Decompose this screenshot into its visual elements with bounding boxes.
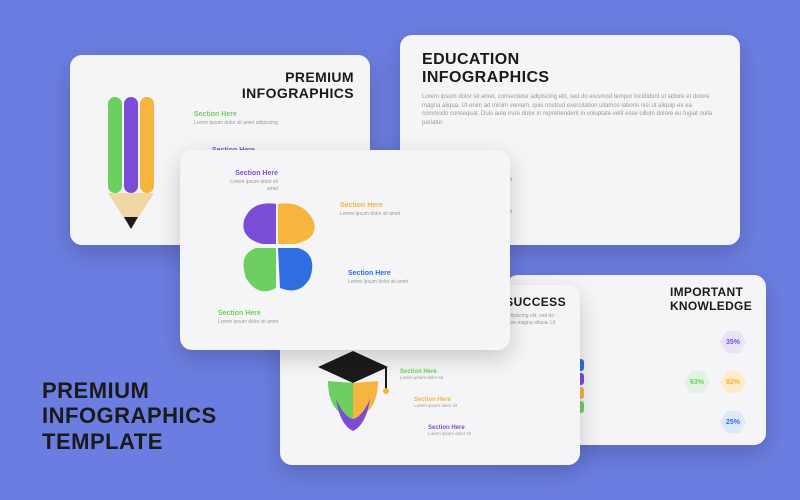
education-title: EDUCATION INFOGRAPHICS: [422, 51, 549, 88]
brain-s2-label: Section Here: [340, 202, 383, 209]
education-body: Lorem ipsum dolor sit amet, consectetur …: [422, 93, 718, 128]
premium-s1-body: Lorem ipsum dolor sit amet adipiscing: [194, 120, 278, 127]
premium-s1-label: Section Here: [194, 111, 237, 118]
brain-s2-body: Lorem ipsum dolor sit amet: [340, 211, 400, 218]
education-title-l1: EDUCATION: [422, 51, 520, 68]
brain-s4-body: Lorem ipsum dolor sit amet: [218, 319, 278, 326]
brain-s3-label: Section Here: [348, 270, 391, 277]
banner-line2: INFOGRAPHICS: [42, 403, 217, 428]
banner-line1: PREMIUM: [42, 378, 217, 403]
success-section-2: Section Here Lorem ipsum dolor sit: [414, 397, 457, 409]
knowledge-hex-1: 35%: [720, 331, 746, 353]
knowledge-title-l2: KNOWLEDGE: [670, 299, 752, 313]
brain-icon: [222, 194, 332, 304]
success-s2-body: Lorem ipsum dolor sit: [414, 403, 457, 409]
success-section-3: Section Here Lorem ipsum dolor sit: [428, 425, 471, 437]
knowledge-title: IMPORTANT KNOWLEDGE: [670, 285, 752, 313]
brain-s4-label: Section Here: [218, 310, 261, 317]
success-s3-body: Lorem ipsum dolor sit: [428, 431, 471, 437]
card-premium-title: PREMIUM INFOGRAPHICS: [242, 69, 354, 101]
knowledge-hex-4: 25%: [720, 411, 746, 433]
premium-section-1: Section Here Lorem ipsum dolor sit amet …: [194, 111, 278, 127]
knowledge-hex-3: 82%: [720, 371, 746, 393]
premium-title-l2: INFOGRAPHICS: [242, 85, 354, 101]
brain-section-2: Section Here Lorem ipsum dolor sit amet: [340, 202, 400, 218]
premium-title-l1: PREMIUM: [285, 69, 354, 85]
banner-title: PREMIUM INFOGRAPHICS TEMPLATE: [42, 378, 217, 454]
brain-s1-label: Section Here: [235, 170, 278, 177]
success-section-1: Section Here Lorem ipsum dolor sit: [400, 369, 443, 381]
brain-section-4: Section Here Lorem ipsum dolor sit amet: [218, 310, 278, 326]
brain-section-1: Section Here Lorem ipsum dolor sit amet: [218, 170, 278, 192]
brain-section-3: Section Here Lorem ipsum dolor sit amet: [348, 270, 408, 286]
banner-line3: TEMPLATE: [42, 429, 217, 454]
card-brain: Section Here Lorem ipsum dolor sit amet …: [180, 150, 510, 350]
grad-cap-icon: [308, 339, 398, 439]
brain-s1-body: Lorem ipsum dolor sit amet: [218, 179, 278, 192]
knowledge-hex-2: 63%: [684, 371, 710, 393]
knowledge-title-l1: IMPORTANT: [670, 285, 743, 299]
success-s1-body: Lorem ipsum dolor sit: [400, 375, 443, 381]
pencil-icon: [94, 97, 174, 237]
brain-s3-body: Lorem ipsum dolor sit amet: [348, 279, 408, 286]
education-title-l2: INFOGRAPHICS: [422, 69, 549, 86]
